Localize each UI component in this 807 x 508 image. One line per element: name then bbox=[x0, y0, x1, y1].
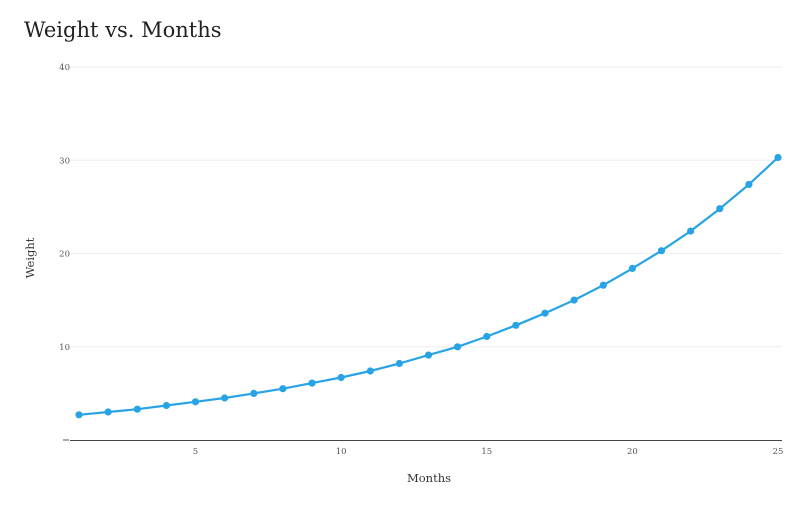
x-tick-label: 10 bbox=[336, 447, 347, 457]
data-point[interactable] bbox=[687, 227, 695, 235]
data-point[interactable] bbox=[337, 373, 345, 382]
y-tick-label: 10 bbox=[59, 343, 70, 353]
data-point[interactable] bbox=[541, 309, 549, 317]
data-point[interactable] bbox=[599, 281, 607, 289]
data-point[interactable] bbox=[279, 385, 287, 393]
data-point[interactable] bbox=[75, 411, 83, 419]
data-point[interactable] bbox=[191, 398, 200, 406]
data-point[interactable] bbox=[454, 343, 462, 351]
data-point[interactable] bbox=[483, 332, 491, 341]
gridlines bbox=[70, 66, 782, 348]
data-series bbox=[75, 153, 782, 419]
y-tick-label: 20 bbox=[59, 250, 70, 260]
x-tick-label: 25 bbox=[773, 447, 784, 457]
data-point[interactable] bbox=[162, 401, 170, 410]
x-tick-label: 20 bbox=[627, 447, 638, 457]
axes: 10 20 30 40 5 10 15 20 25 bbox=[59, 63, 783, 457]
data-point[interactable] bbox=[133, 405, 141, 413]
data-point[interactable] bbox=[745, 180, 753, 189]
data-point[interactable] bbox=[657, 247, 666, 255]
y-tick-label: 30 bbox=[59, 156, 70, 166]
data-point[interactable] bbox=[512, 321, 520, 329]
data-point[interactable] bbox=[395, 359, 403, 368]
data-point[interactable] bbox=[628, 264, 637, 272]
chart-title: Weight vs. Months bbox=[24, 18, 222, 42]
axis-labels: Months Weight bbox=[23, 237, 451, 485]
series-line bbox=[78, 156, 779, 416]
y-axis-title: Weight bbox=[23, 237, 37, 278]
data-point[interactable] bbox=[104, 408, 112, 416]
data-point[interactable] bbox=[250, 389, 258, 397]
data-point[interactable] bbox=[308, 379, 316, 387]
data-point[interactable] bbox=[716, 205, 724, 213]
data-point[interactable] bbox=[221, 394, 229, 402]
x-tick-label: 5 bbox=[193, 447, 198, 457]
data-point[interactable] bbox=[570, 296, 578, 304]
x-tick-label: 15 bbox=[481, 447, 492, 457]
y-tick-label: 40 bbox=[59, 63, 70, 73]
data-point[interactable] bbox=[366, 367, 374, 375]
data-point[interactable] bbox=[774, 153, 782, 162]
data-point[interactable] bbox=[424, 351, 433, 359]
x-axis-title: Months bbox=[407, 471, 451, 485]
